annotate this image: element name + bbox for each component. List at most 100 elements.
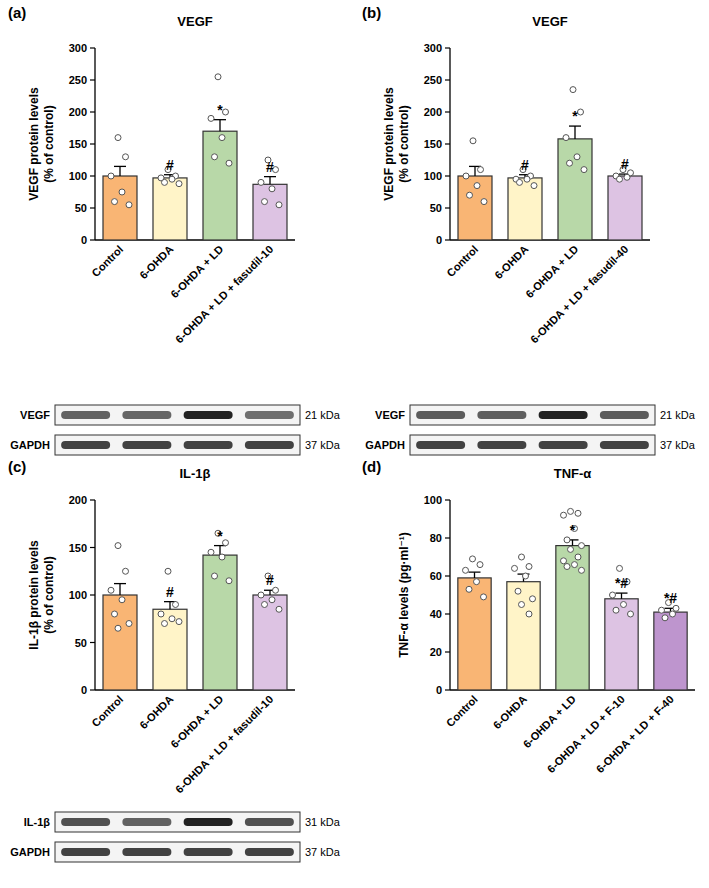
y-tick-label: 50: [430, 202, 442, 214]
y-tick: [90, 239, 95, 240]
y-tick: [90, 79, 95, 80]
y-tick: [90, 207, 95, 208]
panel-label: (b): [362, 4, 381, 21]
y-tick: [445, 143, 450, 144]
y-tick: [445, 689, 450, 690]
blot-band: [122, 818, 171, 826]
data-point: [262, 602, 268, 608]
blot-label: VEGF: [375, 409, 405, 421]
panel: (d)TNF-αTNF-α levels (pg·ml⁻¹)0204060801…: [362, 458, 695, 775]
bar: [458, 176, 492, 240]
data-point: [258, 179, 264, 185]
data-point: [481, 594, 487, 600]
y-tick-label: 100: [69, 170, 87, 182]
data-point: [226, 160, 232, 166]
bar: [608, 176, 642, 240]
y-tick: [445, 111, 450, 112]
error-cap: [214, 119, 226, 120]
data-point: [567, 160, 573, 166]
data-point: [162, 179, 168, 185]
bar: [153, 609, 187, 690]
title: TNF-α: [554, 466, 592, 481]
x-tick-label: 6-OHDA + LD + fasudil-10: [173, 693, 275, 795]
data-point: [662, 615, 668, 621]
x-tick-label: 6-OHDA + LD + fasudil-40: [528, 243, 630, 345]
data-point: [262, 199, 268, 205]
blot-label: GAPDH: [10, 439, 50, 451]
data-point: [108, 173, 114, 179]
bar: [253, 184, 287, 240]
blot-frame: [55, 435, 300, 455]
x-tick-label: 6-OHDA: [491, 693, 529, 731]
blot-row: GAPDH37 kDa: [10, 435, 340, 455]
y-tick-label: 300: [424, 42, 442, 54]
data-point: [119, 597, 125, 603]
y-tick-label: 200: [69, 106, 87, 118]
data-point: [276, 202, 282, 208]
data-point: [466, 586, 472, 592]
data-point: [226, 578, 232, 584]
bar: [556, 546, 589, 690]
data-point: [223, 540, 229, 546]
y-axis-label: (% of control): [397, 105, 411, 182]
data-point: [578, 109, 584, 115]
data-point: [215, 74, 221, 80]
x-tick-label: 6-OHDA + LD: [168, 693, 225, 750]
y-tick: [445, 499, 450, 500]
y-axis-label: (% of control): [42, 556, 56, 633]
data-point: [169, 616, 175, 622]
blot-row: VEGF21 kDa: [375, 405, 696, 425]
error-bar: [269, 590, 270, 595]
blot-band: [539, 411, 588, 419]
data-point: [108, 587, 114, 593]
data-point: [621, 602, 627, 608]
error-bar: [474, 572, 475, 578]
data-point: [524, 176, 530, 182]
blot-band: [122, 441, 171, 449]
y-tick-label: 250: [69, 74, 87, 86]
blot-frame: [55, 812, 300, 832]
data-point: [123, 154, 129, 160]
error-cap: [616, 592, 628, 593]
data-point: [561, 558, 567, 564]
data-point: [517, 179, 523, 185]
data-point: [575, 554, 581, 560]
y-axis-label: TNF-α levels (pg·ml⁻¹): [397, 532, 411, 658]
blot-band: [184, 441, 233, 449]
marks: [458, 508, 687, 690]
y-tick-label: 0: [436, 684, 442, 696]
panel-label: (d): [362, 458, 381, 475]
data-point: [269, 597, 275, 603]
blot-row: IL-1β31 kDa: [24, 812, 341, 832]
error-cap: [114, 583, 126, 584]
data-point: [519, 554, 525, 560]
data-point: [572, 562, 578, 568]
significance: #: [266, 572, 274, 588]
blot-band: [61, 441, 110, 449]
y-tick-label: 100: [424, 170, 442, 182]
blot-label: VEGF: [20, 409, 50, 421]
y-tick-label: 20: [430, 646, 442, 658]
title: IL-1β: [179, 466, 210, 481]
error-cap: [114, 166, 126, 167]
error-bar: [219, 120, 220, 132]
panel: (c)IL-1βIL-1β protein levels(% of contro…: [8, 458, 341, 862]
y-axis-label: (% of control): [42, 105, 56, 182]
blot-band: [416, 441, 465, 449]
x-tick-label: 6-OHDA + LD + F-40: [594, 693, 676, 775]
y-tick-label: 100: [69, 589, 87, 601]
x-tick-label: Control: [89, 243, 125, 279]
y-tick: [90, 175, 95, 176]
x-tick-label: Control: [444, 243, 480, 279]
bar: [605, 599, 638, 690]
title: VEGF: [532, 14, 567, 29]
data-point: [526, 564, 532, 570]
blot-size: 37 kDa: [305, 846, 341, 858]
data-point: [212, 573, 218, 579]
error-bar: [169, 602, 170, 610]
x-tick-label: 6-OHDA + LD: [168, 243, 225, 300]
y-tick-label: 150: [69, 138, 87, 150]
y-tick: [90, 594, 95, 595]
x-tick-label: Control: [444, 693, 480, 729]
blot-row: VEGF21 kDa: [20, 405, 341, 425]
